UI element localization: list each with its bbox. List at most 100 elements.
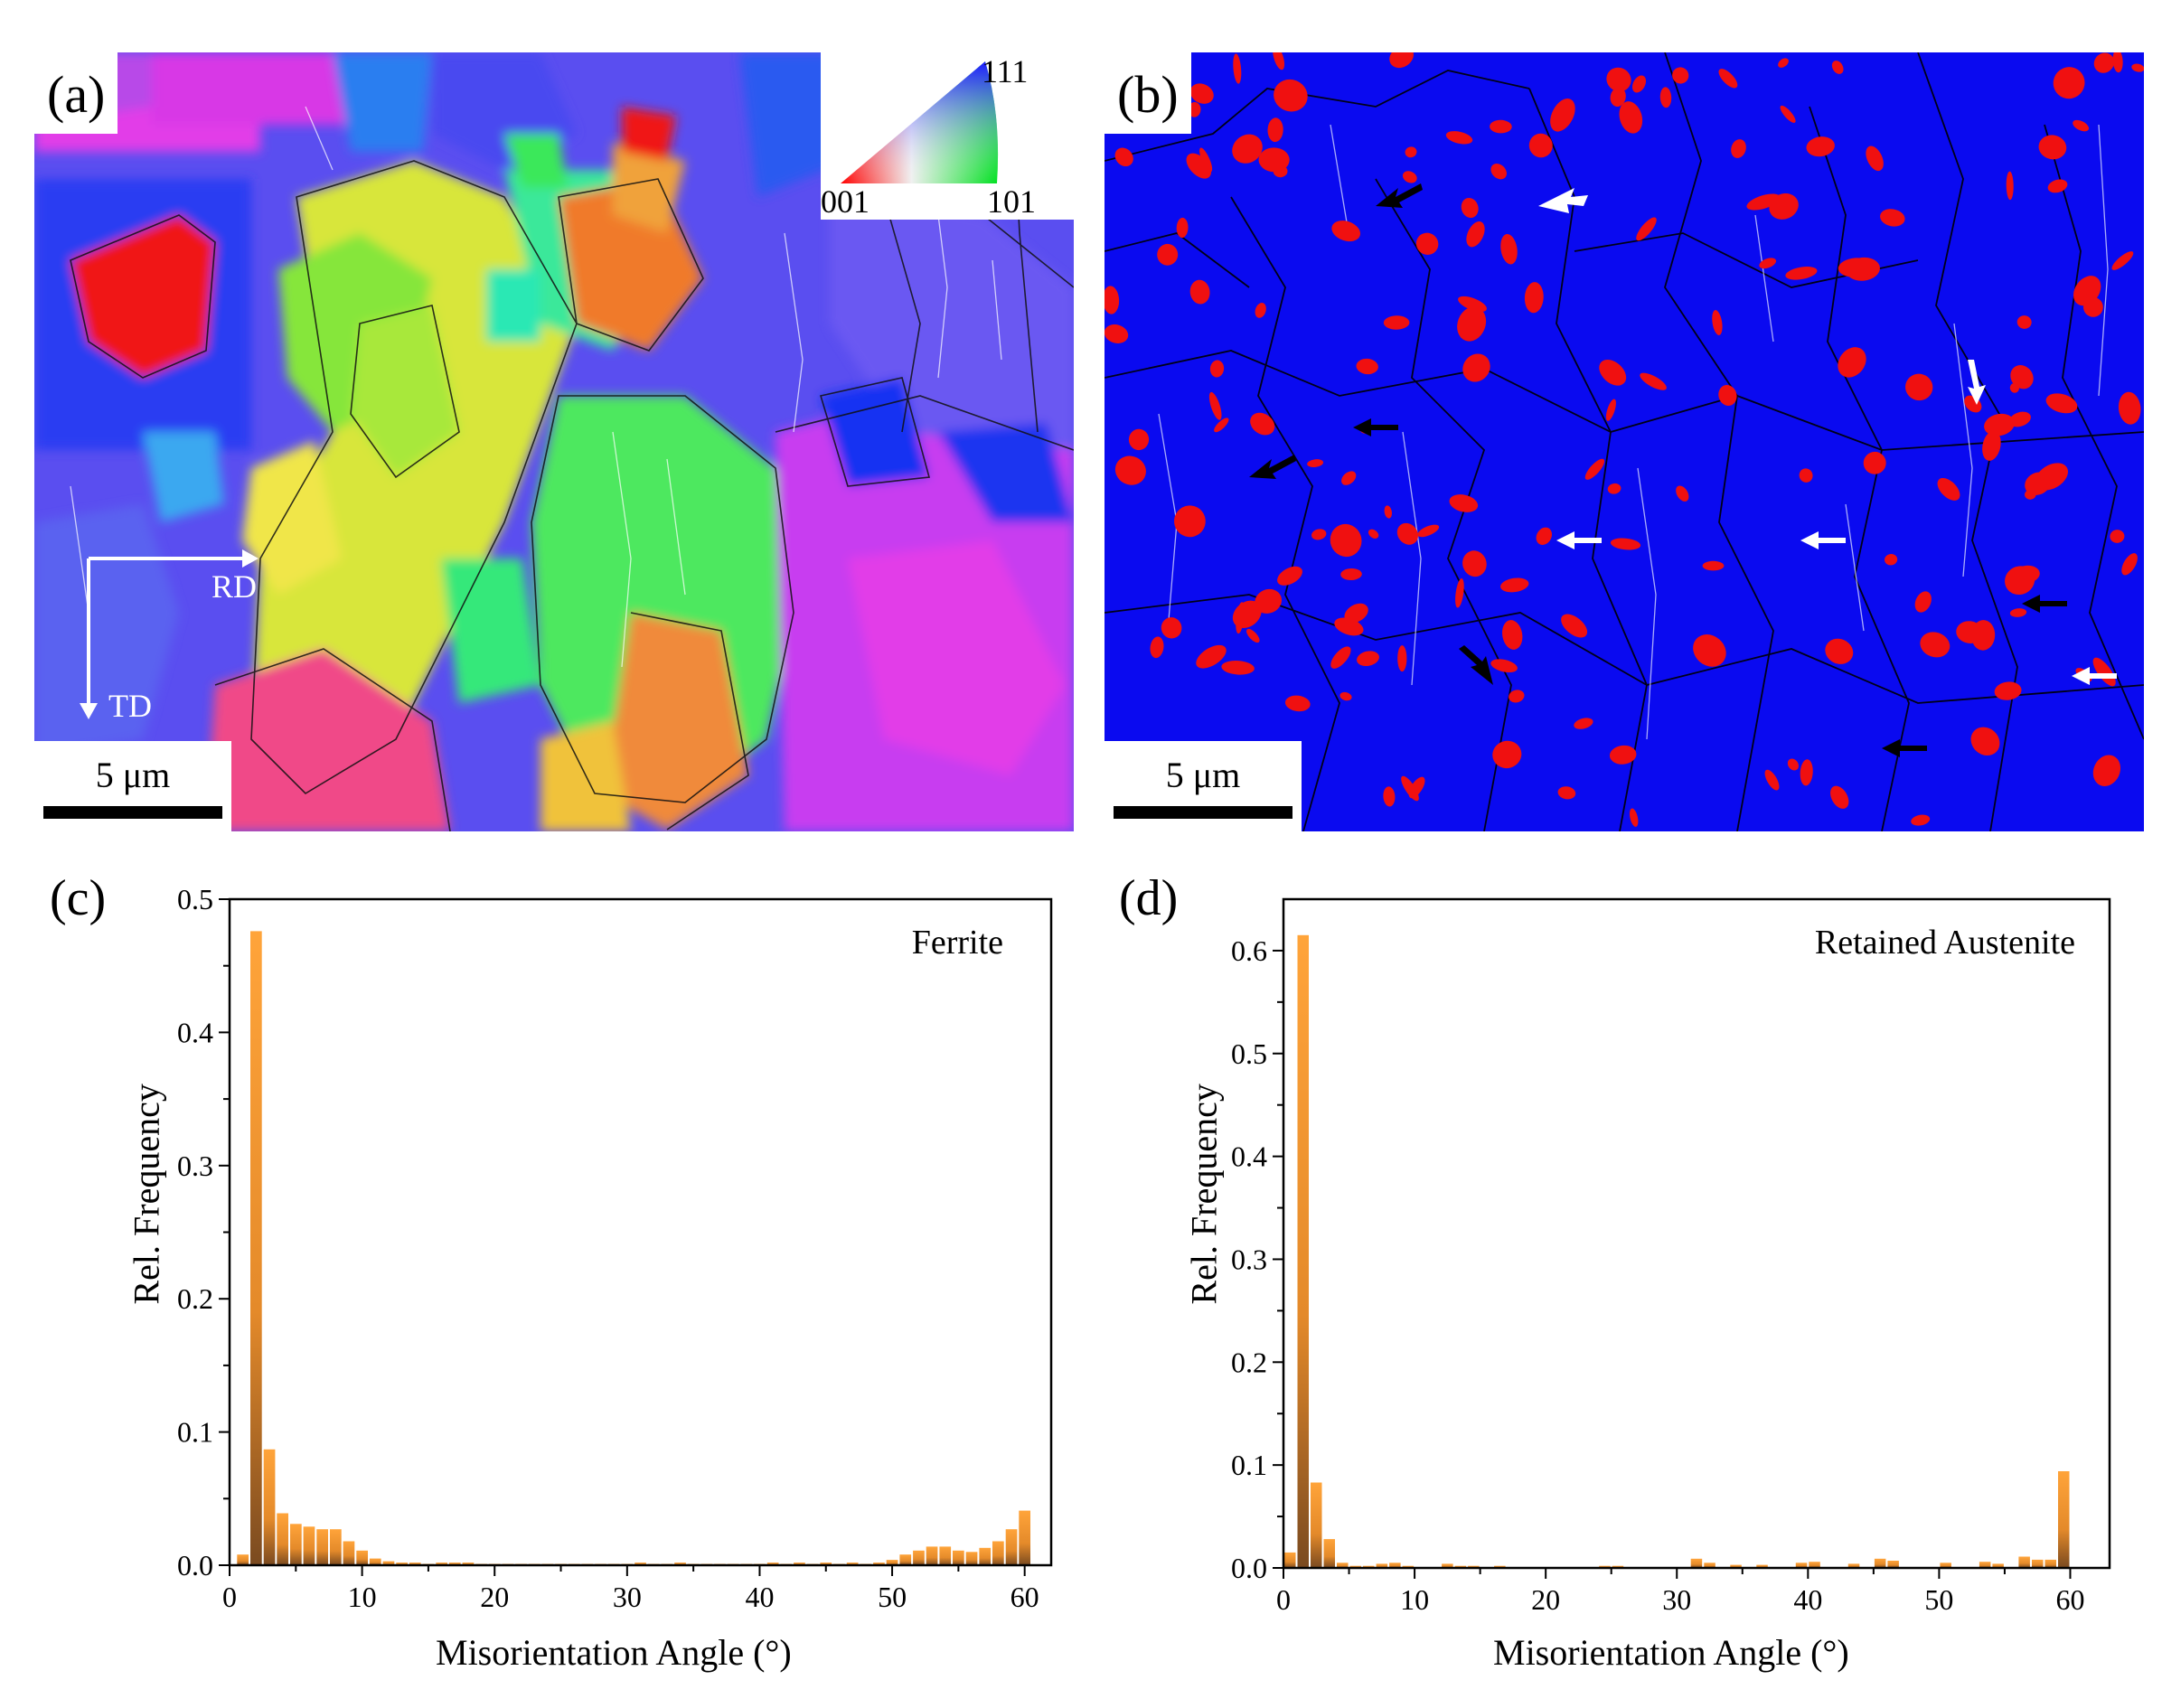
xlabel-c: Misorientation Angle (°) <box>436 1632 792 1673</box>
austenite-grain <box>1759 258 1777 269</box>
histogram-bar <box>488 1563 501 1565</box>
scale-bar-box: 5 μm <box>1104 741 1302 831</box>
y-tick-label: 0.1 <box>177 1416 213 1449</box>
austenite-grain <box>1383 315 1410 330</box>
series-legend-label: Ferrite <box>912 924 1003 962</box>
histogram-bar <box>687 1563 700 1565</box>
histogram-bar <box>780 1563 793 1565</box>
austenite-grain <box>1462 353 1490 382</box>
x-tick-label: 30 <box>1662 1583 1691 1616</box>
x-tick-label: 50 <box>1924 1583 1953 1616</box>
y-tick-label: 0.1 <box>1231 1449 1267 1481</box>
austenite-grain <box>1461 197 1479 219</box>
austenite-grain <box>2110 530 2125 543</box>
white-arrow-3 <box>1800 531 1846 549</box>
austenite-grain <box>1492 740 1522 769</box>
td-label: TD <box>108 688 152 724</box>
austenite-grain <box>1246 628 1260 643</box>
austenite-grain <box>1799 468 1813 483</box>
histogram-bar <box>595 1563 606 1565</box>
austenite-grain <box>1104 324 1129 343</box>
white-arrow-5 <box>1968 360 1986 405</box>
histogram-bar <box>303 1526 315 1565</box>
austenite-grain <box>1640 372 1667 390</box>
austenite-grain <box>1557 786 1576 800</box>
austenite-grain <box>1778 58 1789 68</box>
y-tick-label: 0.0 <box>1231 1552 1267 1584</box>
histogram-bar <box>2044 1559 2056 1568</box>
austenite-grain <box>1676 485 1689 502</box>
white-arrow-4 <box>2072 667 2117 685</box>
austenite-grain <box>1561 614 1588 638</box>
austenite-grain <box>1672 67 1689 84</box>
histogram-bar <box>913 1550 925 1565</box>
austenite-grain <box>1610 538 1641 550</box>
ipf-key-label-101: 101 <box>987 183 1036 220</box>
austenite-grain <box>1731 139 1746 158</box>
austenite-grain <box>1161 617 1182 639</box>
austenite-grain <box>1780 105 1796 123</box>
austenite-grain <box>1274 79 1308 112</box>
histogram-bar <box>1323 1539 1335 1568</box>
histogram-bar <box>1363 1565 1375 1568</box>
histogram-bar <box>277 1513 288 1565</box>
austenite-grain <box>2092 657 2116 687</box>
black-arrow-5 <box>2022 595 2067 613</box>
ylabel-c: Rel. Frequency <box>126 1084 167 1305</box>
austenite-grain <box>1344 603 1368 624</box>
histogram-bar <box>2032 1559 2044 1568</box>
histogram-bar <box>1311 1482 1322 1568</box>
austenite-grain <box>1524 282 1544 314</box>
scale-bar-text: 5 μm <box>95 755 171 795</box>
histogram-bar <box>754 1563 766 1565</box>
histogram-bar <box>541 1563 554 1565</box>
austenite-grain <box>1255 588 1283 614</box>
austenite-grain <box>1232 600 1262 629</box>
austenite-grain <box>1250 412 1275 436</box>
histogram-bar <box>714 1563 726 1565</box>
scale-bar <box>43 806 222 819</box>
histogram-bar <box>1284 1552 1296 1568</box>
austenite-grain <box>1368 529 1379 540</box>
y-tick-label: 0.5 <box>1231 1037 1267 1070</box>
austenite-grain <box>1267 117 1283 143</box>
austenite-grain <box>1415 232 1439 255</box>
histogram-bar <box>2018 1556 2030 1568</box>
austenite-grain <box>1905 373 1933 401</box>
austenite-grain <box>1693 634 1726 667</box>
austenite-grain <box>1806 136 1835 157</box>
austenite-grain <box>1831 61 1844 74</box>
austenite-grain <box>1114 147 1133 167</box>
austenite-grain <box>1574 718 1593 729</box>
austenite-grain <box>1417 524 1440 538</box>
panel-label-d: (d) <box>1119 870 1179 926</box>
black-arrow-2 <box>1249 455 1296 479</box>
austenite-grain <box>1401 775 1419 802</box>
austenite-grain <box>1189 279 1210 305</box>
histogram-bar <box>1402 1565 1415 1568</box>
austenite-grain <box>1605 399 1616 421</box>
austenite-grain <box>1150 636 1164 659</box>
histogram-bar <box>250 931 262 1565</box>
austenite-grain <box>1830 785 1849 809</box>
austenite-grain <box>1914 591 1932 613</box>
austenite-grain <box>1273 52 1285 70</box>
austenite-grain <box>1356 358 1378 375</box>
ipf-map-panel: 111 001 101 RD TD 5 μm <box>34 52 1074 831</box>
histogram-bar <box>873 1563 885 1565</box>
austenite-grain <box>1500 577 1529 593</box>
histogram-bar <box>939 1546 952 1565</box>
austenite-grain <box>1610 87 1626 108</box>
austenite-grain <box>1157 243 1179 266</box>
austenite-grain <box>2009 608 2027 617</box>
austenite-grain <box>1330 646 1351 669</box>
black-arrow-4 <box>1459 645 1493 685</box>
austenite-grain <box>1189 83 1214 104</box>
histogram-bar <box>1809 1562 1820 1568</box>
histogram-bar <box>820 1563 832 1565</box>
austenite-grain <box>2009 382 2020 393</box>
scale-bar-text: 5 μm <box>1165 755 1241 795</box>
austenite-grain <box>1885 553 1898 566</box>
histogram-bar <box>1297 934 1309 1568</box>
austenite-grain <box>1994 681 2022 700</box>
